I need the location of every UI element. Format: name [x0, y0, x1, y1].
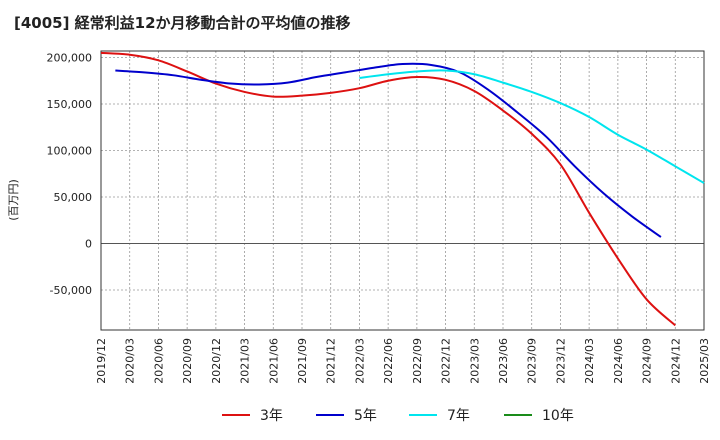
x-tick-label: 2024/06: [612, 338, 625, 384]
series-line-7年: [359, 69, 705, 184]
x-tick-label: 2021/03: [239, 338, 252, 384]
x-tick-label: 2023/09: [526, 338, 539, 384]
legend-label: 3年: [260, 408, 283, 424]
y-tick-label: 0: [85, 238, 92, 251]
legend-label: 5年: [354, 408, 377, 424]
plot-area: [100, 50, 705, 331]
x-tick-label: 2022/03: [353, 338, 366, 384]
legend-swatch: [316, 414, 344, 416]
legend-label: 7年: [447, 408, 470, 424]
x-tick-label: 2023/12: [554, 338, 567, 384]
legend: 3年 5年 7年 10年: [0, 403, 720, 427]
x-tick-label: 2020/12: [210, 338, 223, 384]
grid-lines: [101, 51, 704, 330]
series-line-5年: [115, 62, 662, 238]
x-tick-label: 2022/12: [440, 338, 453, 384]
y-tick-label: 50,000: [54, 191, 93, 204]
y-tick-label: -50,000: [50, 284, 92, 297]
x-tick-label: 2023/06: [497, 338, 510, 384]
x-tick-label: 2021/12: [325, 338, 338, 384]
legend-item: 5年: [316, 403, 377, 427]
y-axis-ticks: 200,000 150,000 100,000 50,000 0 -50,000: [47, 52, 93, 298]
x-tick-label: 2022/06: [382, 338, 395, 384]
legend-item: 7年: [409, 403, 470, 427]
legend-swatch: [409, 414, 437, 416]
x-tick-label: 2020/03: [124, 338, 137, 384]
x-tick-label: 2020/09: [181, 338, 194, 384]
x-tick-label: 2022/09: [411, 338, 424, 384]
x-tick-label: 2024/09: [641, 338, 654, 384]
y-tick-label: 150,000: [47, 98, 93, 111]
y-tick-label: 100,000: [47, 145, 93, 158]
x-tick-label: 2021/09: [296, 338, 309, 384]
series-line-3年: [100, 51, 676, 327]
y-tick-label: 200,000: [47, 52, 93, 65]
x-tick-label: 2021/06: [267, 338, 280, 384]
x-tick-label: 2024/12: [669, 338, 682, 384]
y-axis-label: (百万円): [7, 179, 20, 221]
x-tick-label: 2024/03: [583, 338, 596, 384]
x-tick-label: 2025/03: [698, 338, 711, 384]
series-lines: [100, 51, 705, 327]
legend-label: 10年: [542, 408, 574, 424]
x-tick-label: 2020/06: [152, 338, 165, 384]
legend-swatch: [222, 414, 250, 416]
legend-item: 3年: [222, 403, 283, 427]
x-axis-ticks: 2019/12 2020/03 2020/06 2020/09 2020/12 2021/…: [95, 338, 711, 384]
legend-swatch: [504, 414, 532, 416]
chart-title: [4005] 経常利益12か月移動合計の平均値の推移: [14, 14, 351, 32]
x-tick-label: 2019/12: [95, 338, 108, 384]
legend-item: 10年: [504, 403, 574, 427]
x-tick-label: 2023/03: [468, 338, 481, 384]
